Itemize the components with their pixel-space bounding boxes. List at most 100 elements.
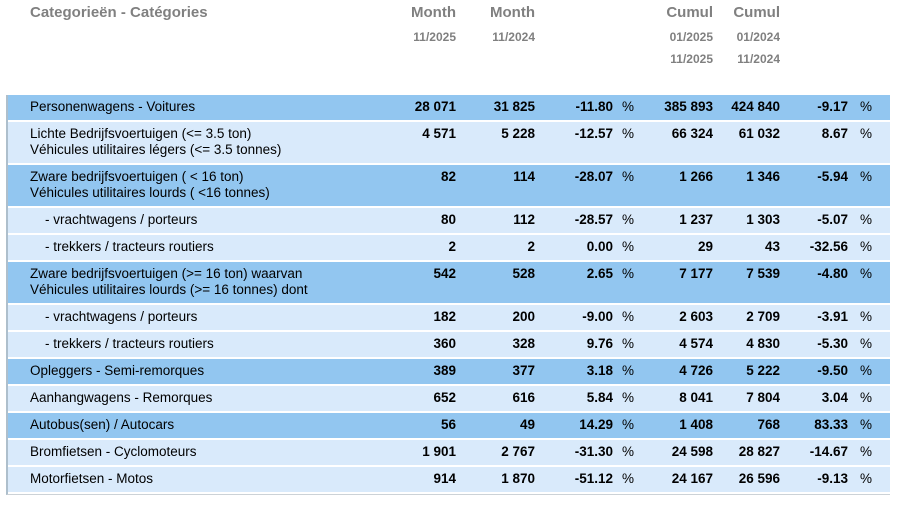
- category-cell: Motorfietsen - Motos: [8, 471, 358, 487]
- month-previous-cell: 200: [512, 309, 535, 324]
- category-label: - trekkers / tracteurs routiers: [45, 239, 214, 254]
- percent-sign: %: [860, 363, 873, 378]
- percent-sign: %: [622, 309, 635, 324]
- percent-sign: %: [622, 169, 635, 184]
- cumul-change-cell: -14.67: [809, 444, 848, 459]
- cumul-previous-cell: 1 346: [746, 169, 780, 184]
- cumul-change-cell: -9.50: [817, 363, 848, 378]
- table-header: Categorieën - Catégories Month Month Cum…: [6, 0, 888, 74]
- month-current-cell: 1 901: [422, 444, 456, 459]
- table-row-tractors-over-16t: - trekkers / tracteurs routiers 360 328 …: [8, 332, 890, 357]
- percent-sign: %: [860, 99, 873, 114]
- month-change-cell: 3.18: [586, 363, 613, 378]
- cumul-change-cell: 83.33: [814, 417, 848, 432]
- percent-sign: %: [860, 239, 873, 254]
- period-cumul-previous-to: 11/2024: [737, 52, 780, 66]
- percent-sign: %: [622, 390, 635, 405]
- cumul-previous-cell: 4 830: [746, 336, 780, 351]
- column-header-cumul-previous: Cumul: [733, 4, 780, 21]
- category-cell: Lichte Bedrijfsvoertuigen (<= 3.5 ton) V…: [8, 126, 358, 158]
- month-change-cell: 0.00: [586, 239, 613, 254]
- percent-sign: %: [622, 239, 635, 254]
- period-month-current: 11/2025: [413, 30, 456, 44]
- category-label: Autobus(sen) / Autocars: [30, 417, 175, 432]
- cumul-change-cell: -5.94: [817, 169, 848, 184]
- month-previous-cell: 2 767: [501, 444, 535, 459]
- table-row-heavy-under-16t: Zware bedrijfsvoertuigen ( < 16 ton) Véh…: [8, 165, 890, 206]
- category-cell: - trekkers / tracteurs routiers: [8, 239, 358, 255]
- category-cell: Personenwagens - Voitures: [8, 99, 358, 115]
- category-label-fr: Véhicules utilitaires légers (<= 3.5 ton…: [30, 142, 282, 157]
- percent-sign: %: [622, 99, 635, 114]
- table-row-heavy-over-16t: Zware bedrijfsvoertuigen (>= 16 ton) waa…: [8, 262, 890, 303]
- category-label: Zware bedrijfsvoertuigen ( < 16 ton): [30, 169, 244, 184]
- cumul-previous-cell: 7 804: [746, 390, 780, 405]
- cumul-previous-cell: 28 827: [738, 444, 780, 459]
- cumul-previous-cell: 43: [764, 239, 780, 254]
- cumul-change-cell: -32.56: [809, 239, 848, 254]
- category-cell: Aanhangwagens - Remorques: [8, 390, 358, 406]
- month-previous-cell: 1 870: [501, 471, 535, 486]
- cumul-current-cell: 24 167: [671, 471, 713, 486]
- month-current-cell: 914: [433, 471, 456, 486]
- percent-sign: %: [622, 212, 635, 227]
- cumul-change-cell: -4.80: [817, 266, 848, 281]
- cumul-current-cell: 7 177: [679, 266, 713, 281]
- percent-sign: %: [622, 336, 635, 351]
- category-label-fr: Véhicules utilitaires lourds (>= 16 tonn…: [30, 282, 308, 297]
- cumul-previous-cell: 2 709: [746, 309, 780, 324]
- cumul-change-cell: 3.04: [821, 390, 848, 405]
- category-label: - trekkers / tracteurs routiers: [45, 336, 214, 351]
- cumul-current-cell: 29: [697, 239, 713, 254]
- month-current-cell: 28 071: [414, 99, 456, 114]
- month-change-cell: 5.84: [586, 390, 613, 405]
- month-change-cell: -28.57: [574, 212, 613, 227]
- category-cell: Opleggers - Semi-remorques: [8, 363, 358, 379]
- month-current-cell: 182: [433, 309, 456, 324]
- category-label: Personenwagens - Voitures: [30, 99, 196, 114]
- month-previous-cell: 112: [513, 212, 535, 227]
- table-row-mopeds: Bromfietsen - Cyclomoteurs 1 901 2 767 -…: [8, 440, 890, 465]
- cumul-change-cell: -9.13: [817, 471, 848, 486]
- category-label: Opleggers - Semi-remorques: [30, 363, 205, 378]
- cumul-previous-cell: 424 840: [731, 99, 780, 114]
- month-previous-cell: 31 825: [493, 99, 535, 114]
- month-change-cell: -31.30: [574, 444, 613, 459]
- percent-sign: %: [860, 266, 873, 281]
- month-current-cell: 652: [433, 390, 456, 405]
- month-change-cell: -51.12: [574, 471, 613, 486]
- category-cell: - vrachtwagens / porteurs: [8, 212, 358, 228]
- cumul-current-cell: 4 574: [679, 336, 713, 351]
- cumul-current-cell: 2 603: [679, 309, 713, 324]
- percent-sign: %: [622, 417, 635, 432]
- category-cell: - trekkers / tracteurs routiers: [8, 336, 358, 352]
- cumul-current-cell: 4 726: [679, 363, 713, 378]
- percent-sign: %: [860, 417, 873, 432]
- cumul-change-cell: 8.67: [821, 126, 848, 141]
- table-body: Personenwagens - Voitures 28 071 31 825 …: [6, 95, 890, 495]
- month-previous-cell: 328: [512, 336, 535, 351]
- cumul-previous-cell: 5 222: [746, 363, 780, 378]
- category-cell: - vrachtwagens / porteurs: [8, 309, 358, 325]
- cumul-change-cell: -5.30: [817, 336, 848, 351]
- cumul-current-cell: 1 408: [679, 417, 713, 432]
- month-change-cell: 2.65: [586, 266, 613, 281]
- percent-sign: %: [860, 212, 873, 227]
- category-label: Motorfietsen - Motos: [30, 471, 154, 486]
- category-label: - vrachtwagens / porteurs: [45, 212, 198, 227]
- period-cumul-previous-from: 01/2024: [736, 30, 780, 44]
- percent-sign: %: [860, 309, 873, 324]
- month-change-cell: -11.80: [575, 99, 613, 114]
- month-previous-cell: 377: [512, 363, 535, 378]
- month-change-cell: 14.29: [579, 417, 613, 432]
- cumul-current-cell: 66 324: [671, 126, 713, 141]
- month-current-cell: 80: [440, 212, 456, 227]
- table-row-buses: Autobus(sen) / Autocars 56 49 14.29 % 1 …: [8, 413, 890, 438]
- column-header-month-previous: Month: [490, 4, 535, 21]
- month-current-cell: 360: [433, 336, 456, 351]
- month-change-cell: -28.07: [574, 169, 613, 184]
- column-header-category: Categorieën - Catégories: [30, 4, 208, 21]
- cumul-previous-cell: 61 032: [738, 126, 780, 141]
- table-row-tractors-under-16t: - trekkers / tracteurs routiers 2 2 0.00…: [8, 235, 890, 260]
